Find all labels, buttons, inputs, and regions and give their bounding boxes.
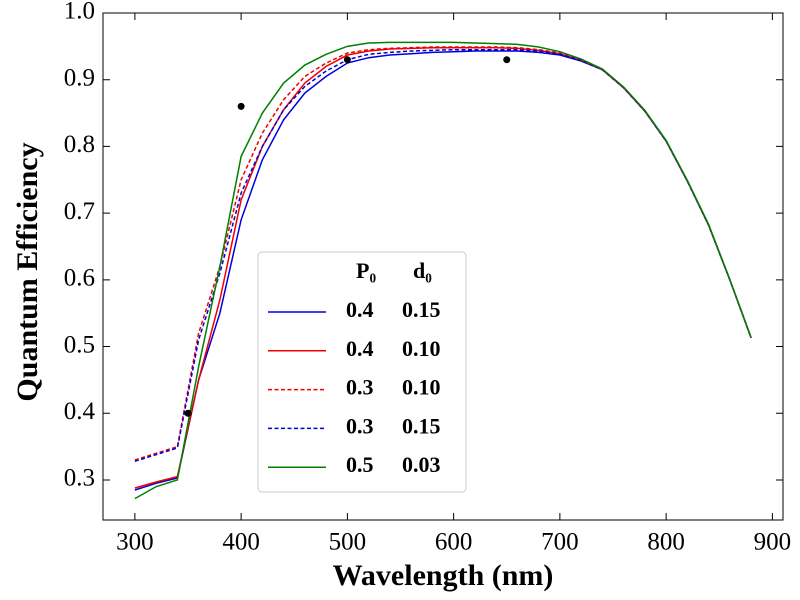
x-tick-label: 700 xyxy=(541,529,579,556)
point xyxy=(184,409,192,417)
legend-header: P₀ xyxy=(356,258,376,283)
point xyxy=(503,56,511,64)
legend-label: 0.15 xyxy=(402,413,441,438)
legend-label: 0.3 xyxy=(346,413,374,438)
y-tick-label: 1.0 xyxy=(64,0,95,25)
y-tick-label: 0.7 xyxy=(64,198,95,225)
point xyxy=(237,102,245,110)
point xyxy=(343,56,351,64)
x-axis-label: Wavelength (nm) xyxy=(333,559,554,592)
legend-label: 0.3 xyxy=(346,375,374,400)
legend-label: 0.4 xyxy=(346,297,374,322)
legend-label: 0.03 xyxy=(402,452,441,477)
y-axis-label: Quantum Efficiency xyxy=(11,142,44,401)
x-tick-label: 800 xyxy=(647,529,685,556)
x-tick-label: 300 xyxy=(116,529,154,556)
x-tick-label: 500 xyxy=(329,529,367,556)
legend-label: 0.10 xyxy=(402,336,441,361)
legend-header: d₀ xyxy=(413,258,432,283)
y-tick-label: 0.5 xyxy=(64,331,95,358)
x-tick-label: 400 xyxy=(222,529,260,556)
y-tick-label: 0.6 xyxy=(64,265,95,292)
y-tick-label: 0.9 xyxy=(64,64,95,91)
line xyxy=(134,41,752,500)
y-tick-label: 0.3 xyxy=(64,465,95,492)
legend-label: 0.15 xyxy=(402,297,441,322)
y-tick-label: 0.4 xyxy=(64,398,96,425)
legend-label: 0.10 xyxy=(402,375,441,400)
legend-label: 0.4 xyxy=(346,336,374,361)
x-tick-label: 900 xyxy=(754,529,792,556)
plot-frame xyxy=(102,12,784,521)
legend: P₀ d₀ 0.4 0.15 0.4 0.10 0.3 0.10 0.3 0.15 0.5 0.03 xyxy=(257,251,467,493)
y-tick-label: 0.8 xyxy=(64,131,95,158)
x-tick-label: 600 xyxy=(435,529,473,556)
legend-label: 0.5 xyxy=(346,452,374,477)
